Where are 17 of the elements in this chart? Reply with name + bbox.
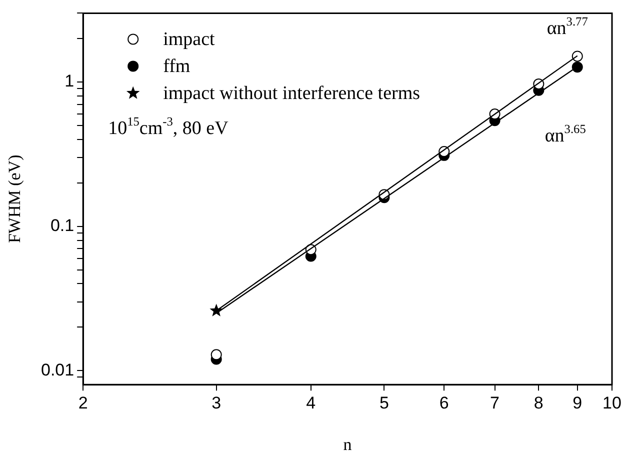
legend-label: ffm: [163, 56, 190, 78]
x-tick-label: 4: [306, 393, 316, 412]
x-tick-label: 3: [212, 393, 222, 412]
y-tick-label: 0.1: [50, 216, 74, 236]
y-tick-label: 1: [64, 72, 74, 91]
legend-label: impact: [163, 29, 216, 50]
x-tick-label: 10: [602, 393, 622, 412]
y-tick-label: 0.01: [40, 360, 74, 380]
x-tick-label: 9: [572, 393, 582, 412]
x-tick-label: 5: [379, 393, 389, 412]
legend-label: impact without interference terms: [163, 83, 420, 104]
y-axis-title: FWHM (eV): [5, 154, 24, 244]
x-axis-title: n: [343, 435, 352, 454]
x-tick-label: 8: [534, 393, 544, 412]
x-tick-label: 6: [439, 393, 449, 412]
x-tick-label: 2: [78, 393, 88, 412]
x-tick-label: 7: [490, 393, 500, 412]
